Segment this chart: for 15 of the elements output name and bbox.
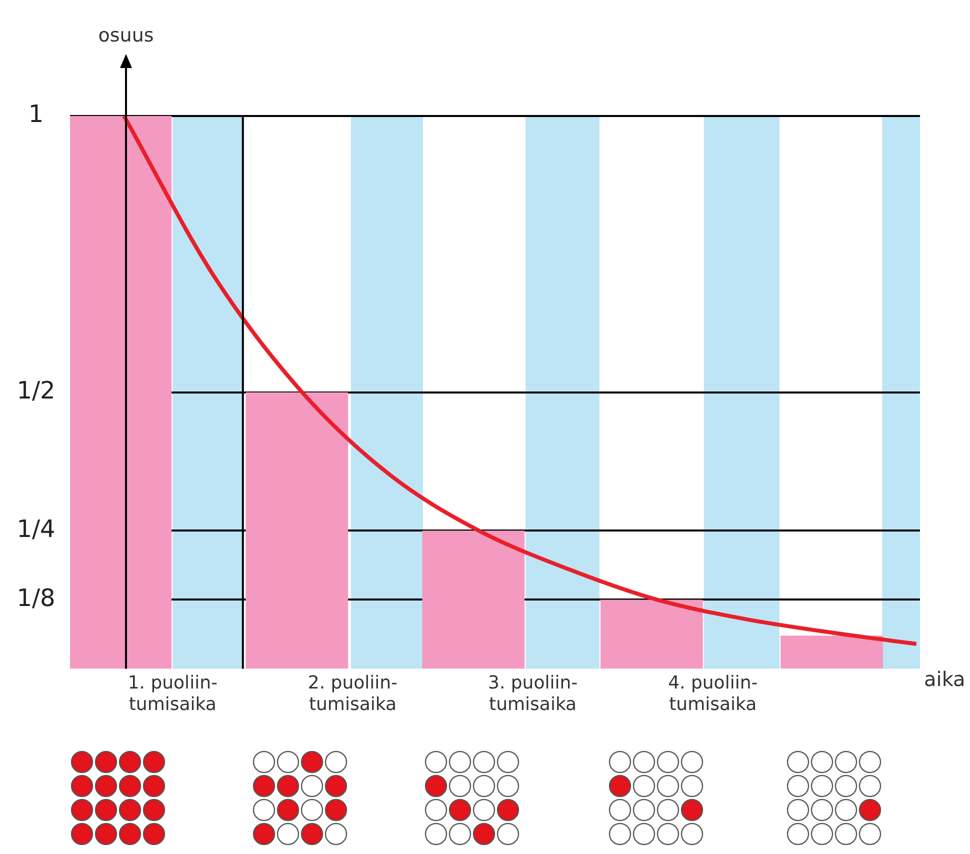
x-tick-label: 3. puoliin- tumisaika <box>488 672 578 715</box>
x-axis-title: aika <box>924 667 966 692</box>
x-tick-label: 4. puoliin- tumisaika <box>668 672 758 715</box>
line-series <box>122 116 918 646</box>
bar <box>422 530 525 669</box>
x-tick-label: 2. puoliin- tumisaika <box>308 672 398 715</box>
y-axis-title: osuus <box>98 24 154 46</box>
bar <box>780 636 883 669</box>
bar <box>246 392 348 669</box>
y-tick-label: 1/2 <box>16 376 56 405</box>
x-tick-label: 1. puoliin- tumisaika <box>128 672 218 715</box>
y-tick-label: 1 <box>28 100 44 128</box>
y-tick-label: 1/4 <box>16 514 56 543</box>
bar <box>600 600 703 669</box>
y-tick-label: 1/8 <box>16 584 56 612</box>
